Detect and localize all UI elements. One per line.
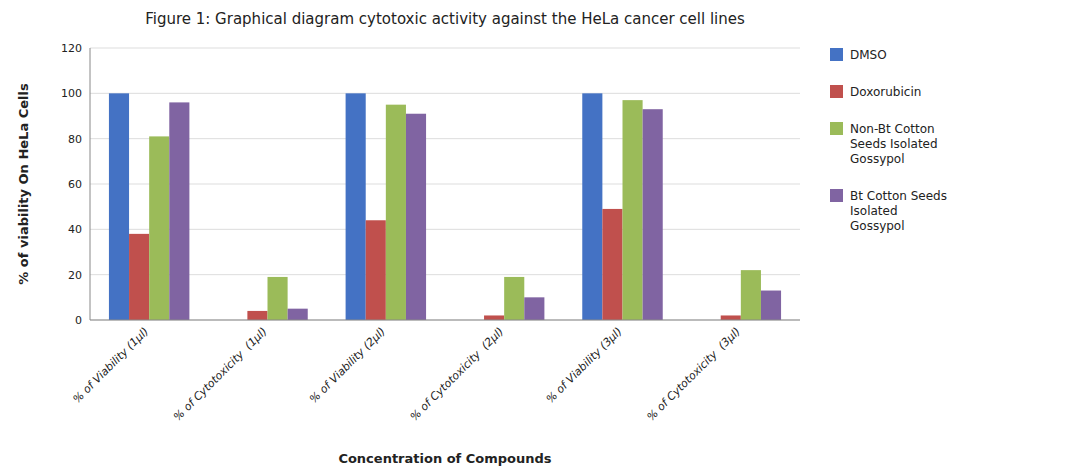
y-tick-label: 0	[75, 314, 82, 327]
bar	[484, 315, 504, 320]
grid-line	[90, 48, 800, 49]
x-axis-line	[90, 320, 800, 321]
x-tick-label: % of Cytotoxicity (3μl)	[644, 325, 743, 424]
bar	[741, 270, 761, 320]
grid-line	[90, 184, 800, 185]
x-tick-label: % of Cytotoxicity (1μl)	[171, 325, 270, 424]
x-axis-label: Concentration of Compounds	[338, 451, 551, 466]
legend-label-line: DMSO	[850, 48, 887, 62]
grid-line	[90, 93, 800, 94]
chart: Figure 1: Graphical diagram cytotoxic ac…	[0, 0, 1092, 475]
legend-label-line: Isolated	[850, 204, 898, 218]
grid-line	[90, 320, 800, 321]
y-tick-label: 40	[68, 223, 82, 236]
legend-label: DMSO	[850, 48, 887, 62]
y-tick-label: 100	[61, 87, 82, 100]
x-tick-label: % of Viability (3μl)	[544, 325, 625, 406]
x-tick-label: % of Viability (2μl)	[307, 325, 388, 406]
grid-line	[90, 229, 800, 230]
legend-label: Bt Cotton SeedsIsolatedGossypol	[850, 189, 947, 233]
title: Figure 1: Graphical diagram cytotoxic ac…	[145, 10, 745, 28]
grid-line	[90, 274, 800, 275]
bar	[149, 136, 169, 320]
bar	[623, 100, 643, 320]
bar	[129, 234, 149, 320]
bar	[582, 93, 602, 320]
bar	[406, 114, 426, 320]
legend-label-line: Gossypol	[850, 219, 905, 233]
y-tick-label: 120	[61, 42, 82, 55]
legend-label-line: Bt Cotton Seeds	[850, 189, 947, 203]
legend-label: Doxorubicin	[850, 85, 921, 99]
legend-label-line: Seeds Isolated	[850, 137, 938, 151]
bar	[386, 105, 406, 320]
legend-label: Non-Bt CottonSeeds IsolatedGossypol	[850, 122, 938, 166]
legend-swatch	[830, 48, 843, 61]
legend-swatch	[830, 189, 843, 202]
bar	[268, 277, 288, 320]
x-tick-label: % of Viability (1μl)	[70, 325, 151, 406]
bars	[109, 93, 781, 320]
grid	[90, 48, 800, 320]
legend-label-line: Gossypol	[850, 152, 905, 166]
legend-swatch	[830, 122, 843, 135]
y-tick-label: 60	[68, 178, 82, 191]
grid-line	[90, 138, 800, 139]
legend-swatch	[830, 85, 843, 98]
y-tick-label: 80	[68, 133, 82, 146]
x-tick-label: % of Cytotoxicity (2μl)	[408, 325, 507, 424]
y-axis-line	[90, 48, 91, 320]
legend-label-line: Doxorubicin	[850, 85, 921, 99]
bar	[169, 102, 189, 320]
bar	[721, 315, 741, 320]
bar	[247, 311, 267, 320]
bar	[288, 309, 308, 320]
bar	[643, 109, 663, 320]
legend: DMSO Doxorubicin Non-Bt CottonSeeds Isolat…	[830, 48, 947, 233]
y-axis-label: % of viability On HeLa Cells	[16, 83, 31, 285]
bar	[524, 297, 544, 320]
bar	[109, 93, 129, 320]
bar	[346, 93, 366, 320]
bar	[602, 209, 622, 320]
bar	[761, 291, 781, 320]
y-tick-label: 20	[68, 269, 82, 282]
legend-label-line: Non-Bt Cotton	[850, 122, 935, 136]
bar	[504, 277, 524, 320]
bar	[366, 220, 386, 320]
